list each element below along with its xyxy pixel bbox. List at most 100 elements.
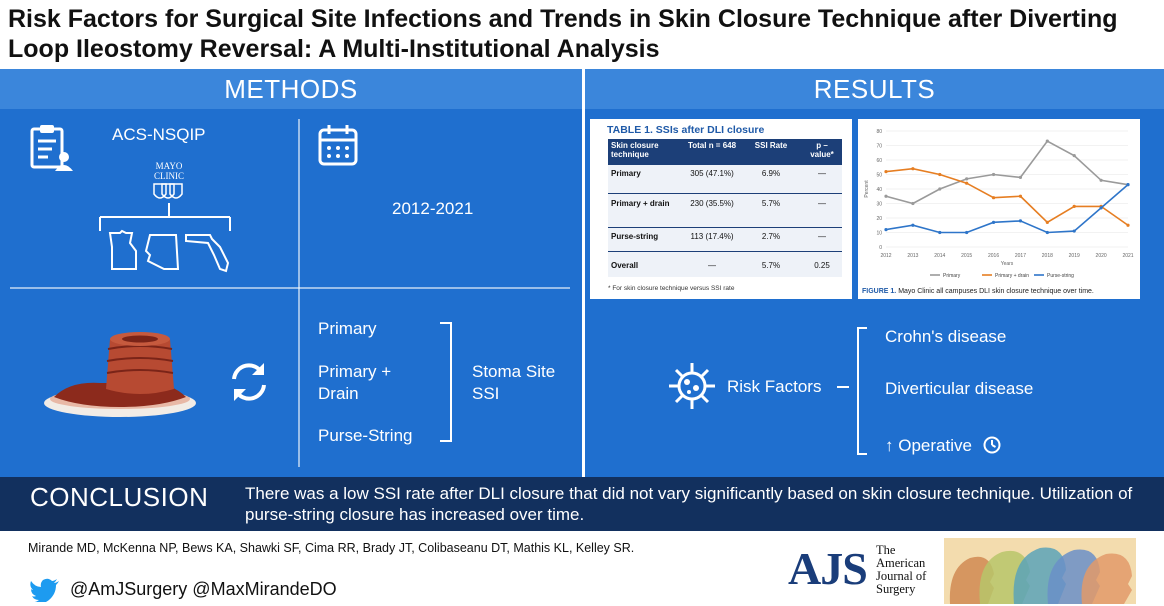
technique-purse-string: Purse-String xyxy=(318,426,413,445)
data-point xyxy=(1072,204,1076,208)
table-cell: Overall xyxy=(611,261,639,270)
series-line xyxy=(885,140,1129,205)
risk-factors-label: Risk Factors xyxy=(727,377,822,396)
data-point xyxy=(965,230,969,235)
data-point xyxy=(1072,154,1076,158)
poster-title: Risk Factors for Surgical Site Infection… xyxy=(8,5,1118,63)
data-point xyxy=(884,228,888,232)
table-cell: — xyxy=(708,261,716,270)
risk-factor-crohns: Crohn's disease xyxy=(885,327,1007,346)
x-tick-label: 2012 xyxy=(880,253,891,259)
ssi-table: Skin closure technique Total n = 648 SSI… xyxy=(608,139,842,277)
data-point xyxy=(911,167,915,171)
campus-tree-connector xyxy=(99,203,231,231)
mayo-shield-icon xyxy=(153,183,183,199)
author-list: Mirande MD, McKenna NP, Bews KA, Shawki … xyxy=(28,541,635,555)
table-cell: — xyxy=(818,232,826,241)
study-years: 2012-2021 xyxy=(392,199,474,218)
technique-bracket xyxy=(440,322,452,442)
data-point xyxy=(911,201,915,206)
ssi-table-card: TABLE 1. SSIs after DLI closure Skin clo… xyxy=(590,119,852,299)
data-point xyxy=(1045,230,1049,235)
x-tick-label: 2021 xyxy=(1122,253,1133,259)
conclusion-bar: CONCLUSION There was a low SSI rate afte… xyxy=(0,477,1164,531)
table-cell: Primary xyxy=(611,169,641,178)
journal-heads-artwork xyxy=(944,538,1136,604)
table-cell: 230 (35.5%) xyxy=(690,199,734,208)
conclusion-label: CONCLUSION xyxy=(30,482,209,512)
table-header-total: Total n = 648 xyxy=(687,141,737,150)
table-cell: 6.9% xyxy=(761,169,781,178)
figure-caption: FIGURE 1. Mayo Clinic all campuses DLI s… xyxy=(862,288,1094,295)
data-point xyxy=(991,220,996,224)
data-point xyxy=(938,187,942,191)
data-point xyxy=(938,172,942,177)
ajs-abbreviation: AJS xyxy=(788,543,868,594)
x-axis-label: Years xyxy=(1001,261,1014,267)
data-point xyxy=(991,196,996,200)
data-point xyxy=(911,223,915,227)
series-line xyxy=(885,184,1129,234)
data-point xyxy=(1045,139,1049,143)
risk-factor-operative-label: ↑ Operative xyxy=(885,436,972,455)
legend-entry: Primary xyxy=(943,273,961,279)
x-tick-label: 2019 xyxy=(1069,253,1080,259)
journal-name-line1: The xyxy=(876,543,896,557)
technique-primary-drain: Primary + Drain xyxy=(318,362,392,403)
table-cell: 113 (17.4%) xyxy=(690,232,734,241)
table-cell: 5.7% xyxy=(761,261,781,270)
social-handles: @AmJSurgery @MaxMirandeDO xyxy=(70,579,337,599)
risk-factor-operative: ↑ Operative xyxy=(885,436,1001,456)
data-point xyxy=(884,170,888,174)
calendar-icon xyxy=(318,125,358,166)
clipboard-icon xyxy=(30,125,73,171)
mayo-logo-line1: MAYO xyxy=(155,161,183,171)
data-point xyxy=(884,194,888,198)
x-tick-label: 2017 xyxy=(1015,253,1026,259)
table-cell: 5.7% xyxy=(761,199,781,208)
refresh-icon xyxy=(232,363,266,401)
table-cell: — xyxy=(818,169,826,178)
x-tick-label: 2013 xyxy=(907,253,918,259)
data-point xyxy=(1045,220,1049,224)
table-footnote: * For skin closure technique versus SSI … xyxy=(608,285,735,292)
database-name: ACS-NSQIP xyxy=(112,125,206,144)
y-tick-label: 70 xyxy=(876,144,882,150)
y-tick-label: 10 xyxy=(876,231,882,237)
series-line xyxy=(885,167,1129,226)
table-cell: Primary + drain xyxy=(611,199,670,208)
methods-divider-horizontal xyxy=(10,287,570,289)
x-tick-label: 2020 xyxy=(1096,253,1107,259)
methods-divider-vertical xyxy=(298,119,300,467)
results-heading: RESULTS xyxy=(585,69,1164,109)
legend-entry: Purse-string xyxy=(1047,273,1074,279)
mayo-logo-line2: CLINIC xyxy=(154,171,184,181)
x-tick-label: 2015 xyxy=(961,253,972,259)
data-point xyxy=(965,177,969,181)
table-header-technique: Skin closure technique xyxy=(611,141,659,159)
y-axis-label: Percent xyxy=(864,180,870,198)
conclusion-text: There was a low SSI rate after DLI closu… xyxy=(245,484,1133,524)
x-tick-label: 2016 xyxy=(988,253,999,259)
table-cell: — xyxy=(818,199,826,208)
trend-line-chart: 0 10 20 30 40 50 60 70 80 2012 2013 2014 2015 2016 201… xyxy=(864,129,1134,279)
risk-bracket xyxy=(857,327,867,455)
risk-factor-diverticular: Diverticular disease xyxy=(885,379,1034,398)
x-tick-label: 2014 xyxy=(934,253,945,259)
methods-panel: METHODS ACS-NSQIP MAYO CLINIC xyxy=(0,69,582,477)
data-point xyxy=(965,181,969,185)
data-point xyxy=(1072,229,1076,233)
technique-primary: Primary xyxy=(318,319,377,338)
table-separator xyxy=(608,251,842,252)
data-point xyxy=(1018,175,1023,179)
y-tick-label: 50 xyxy=(876,173,882,179)
table-header-row: Skin closure technique Total n = 648 SSI… xyxy=(608,139,842,165)
outcome-line2: SSI xyxy=(472,384,500,403)
table-separator xyxy=(608,227,842,228)
data-point xyxy=(1126,183,1130,187)
journal-name: The American Journal of Surgery xyxy=(876,544,926,596)
data-point xyxy=(938,230,942,235)
state-maps-icon xyxy=(108,229,230,273)
figure-caption-text: Mayo Clinic all campuses DLI skin closur… xyxy=(898,288,1094,295)
data-point xyxy=(1018,219,1023,223)
